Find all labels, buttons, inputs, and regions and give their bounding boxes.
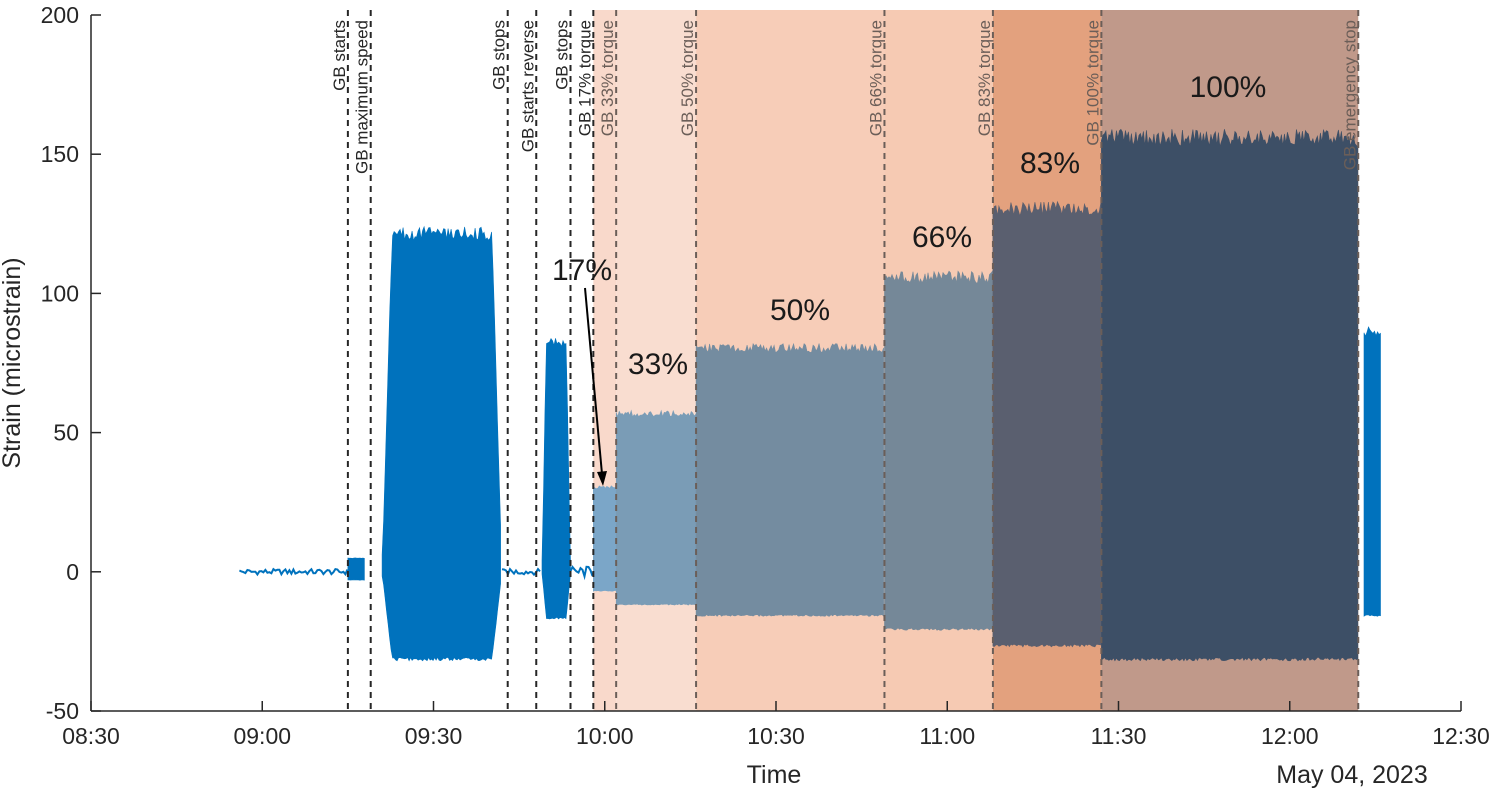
torque-percent-labels: 17% 33% 50% 66% 83% 100%	[552, 71, 1266, 381]
y-tick-label-2: 50	[53, 420, 79, 446]
strain-segment-5	[569, 565, 594, 581]
x-tick-label-4: 10:30	[747, 723, 805, 749]
strain-segment-9	[884, 270, 993, 631]
strain-segment-1	[347, 557, 365, 581]
strain-segment-0	[238, 567, 349, 577]
x-tick-label-1: 09:00	[233, 723, 291, 749]
percent-label-100: 100%	[1190, 71, 1267, 104]
event-label-6: GB 33% torque	[598, 20, 617, 136]
ticks: 08:30 09:00 09:30 10:00 10:30 11:00 11:30 12:00…	[41, 2, 1490, 749]
x-tick-label-0: 08:30	[62, 723, 120, 749]
event-label-0: GB starts	[330, 20, 349, 91]
event-label-10: GB 100% torque	[1083, 20, 1102, 146]
percent-label-33: 33%	[628, 348, 688, 381]
event-label-8: GB 66% torque	[866, 20, 885, 136]
x-axis-label: Time	[747, 761, 802, 789]
strain-segment-2	[381, 225, 501, 662]
event-label-11: GB emergency stop	[1340, 20, 1359, 170]
y-tick-label-0: -50	[46, 698, 79, 724]
event-label-2: GB stops	[490, 20, 509, 90]
x-tick-label-6: 11:30	[1091, 723, 1147, 749]
arrow-17	[584, 287, 607, 486]
y-tick-label-1: 0	[66, 559, 79, 585]
event-label-9: GB 83% torque	[975, 20, 994, 136]
event-label-4: GB stops	[553, 20, 572, 90]
x-tick-label-8: 12:30	[1432, 723, 1490, 749]
x-tick-label-5: 11:00	[919, 723, 975, 749]
strain-segment-10	[992, 200, 1102, 648]
date-label: May 04, 2023	[1276, 761, 1428, 789]
percent-label-17: 17%	[552, 254, 612, 287]
y-axis-label: Strain (microstrain)	[0, 257, 26, 468]
strain-segment-7	[615, 409, 696, 606]
percent-label-50: 50%	[770, 294, 830, 327]
x-tick-label-3: 10:00	[576, 723, 634, 749]
strain-segment-6	[593, 485, 617, 592]
percent-label-83: 83%	[1020, 147, 1080, 180]
x-tick-label-2: 09:30	[405, 723, 463, 749]
y-tick-label-4: 150	[41, 141, 79, 167]
strain-segment-4	[541, 338, 571, 620]
event-label-7: GB 50% torque	[678, 20, 697, 136]
strain-series	[238, 128, 1381, 662]
event-markers: GB starts GB maximum speed GB stops GB star…	[330, 10, 1360, 711]
strain-segment-11	[1101, 128, 1359, 662]
strain-segment-12	[1363, 326, 1381, 617]
event-label-5: GB 17% torque	[575, 20, 594, 136]
y-tick-label-3: 100	[41, 280, 79, 306]
y-tick-label-5: 200	[41, 2, 79, 28]
percent-label-66: 66%	[912, 221, 972, 254]
x-tick-label-7: 12:00	[1261, 723, 1319, 749]
event-label-1: GB maximum speed	[353, 20, 372, 174]
event-label-3: GB starts reverse	[518, 20, 537, 152]
strain-segment-8	[695, 342, 884, 617]
